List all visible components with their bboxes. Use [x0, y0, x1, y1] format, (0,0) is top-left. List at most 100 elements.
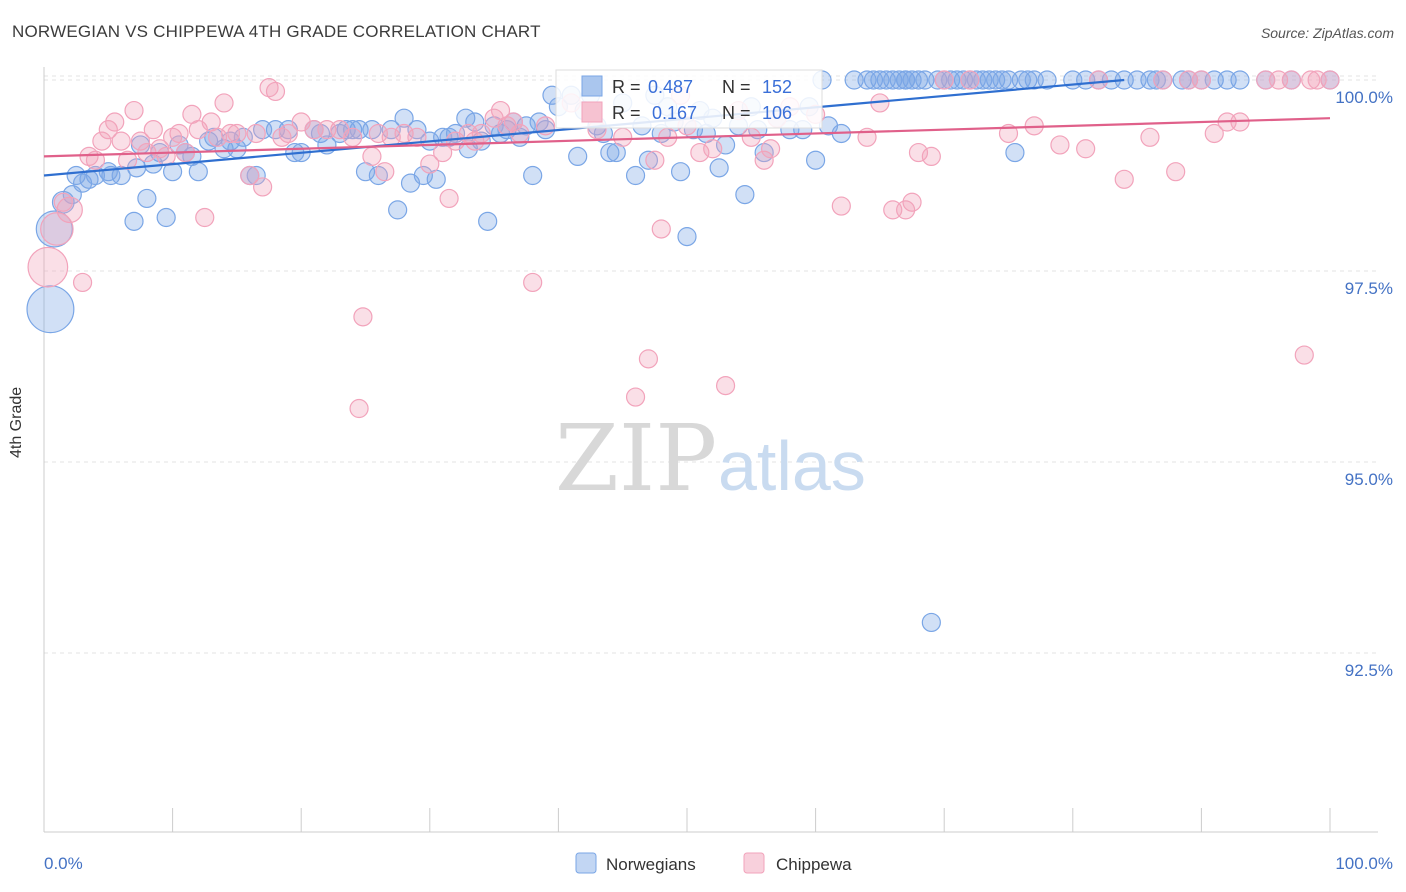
- legend-swatch-chippewa: [743, 852, 765, 874]
- data-point-norwegians: [600, 142, 620, 163]
- data-point-norwegians: [407, 120, 427, 140]
- data-point-chippewa: [1050, 135, 1070, 155]
- data-point-chippewa: [220, 123, 241, 144]
- data-points: [26, 70, 1340, 633]
- data-point-chippewa: [111, 131, 131, 151]
- trend-line-chippewa: [43, 117, 1331, 158]
- data-point-chippewa: [1307, 70, 1327, 90]
- data-point-chippewa: [638, 349, 659, 369]
- stats-n-label-norwegians: N =: [722, 77, 751, 97]
- data-point-norwegians: [35, 210, 73, 248]
- axes: [43, 67, 1378, 833]
- data-point-chippewa: [934, 70, 954, 90]
- y-tick-label: 92.5%: [1345, 661, 1393, 680]
- data-point-norwegians: [941, 70, 961, 90]
- data-point-norwegians: [735, 185, 755, 205]
- data-point-chippewa: [902, 192, 922, 212]
- data-point-chippewa: [1088, 70, 1109, 90]
- data-point-chippewa: [353, 307, 373, 327]
- data-point-chippewa: [169, 123, 189, 144]
- data-point-chippewa: [117, 150, 138, 170]
- data-point-norwegians: [66, 165, 86, 186]
- data-point-norwegians: [670, 162, 691, 182]
- data-point-norwegians: [921, 612, 941, 633]
- data-point-chippewa: [690, 142, 710, 163]
- data-point-chippewa: [831, 196, 851, 216]
- stats-swatch-norwegians: [581, 75, 603, 97]
- data-point-chippewa: [56, 196, 83, 224]
- data-point-chippewa: [343, 127, 363, 147]
- data-point-chippewa: [420, 154, 440, 174]
- data-point-norwegians: [625, 165, 646, 186]
- data-point-chippewa: [240, 165, 260, 186]
- watermark-atlas: atlas: [718, 427, 866, 505]
- data-point-norwegians: [992, 70, 1012, 90]
- data-point-chippewa: [362, 146, 382, 166]
- x-tick-label-right: 100.0%: [1335, 854, 1393, 873]
- data-point-chippewa: [908, 142, 929, 163]
- data-point-chippewa: [471, 123, 491, 144]
- data-point-chippewa: [105, 112, 125, 132]
- data-point-norwegians: [124, 211, 144, 231]
- stats-r-chippewa: 0.167: [652, 103, 697, 123]
- data-point-chippewa: [214, 93, 234, 113]
- data-point-chippewa: [265, 81, 286, 102]
- data-point-chippewa: [253, 177, 273, 197]
- data-point-norwegians: [638, 150, 659, 170]
- data-point-chippewa: [613, 127, 633, 147]
- data-point-norwegians: [381, 120, 401, 140]
- tick-labels: 100.0% 97.5% 95.0% 92.5% 0.0% 100.0%: [44, 88, 1393, 873]
- stats-n-chippewa: 106: [762, 103, 792, 123]
- data-point-chippewa: [195, 207, 215, 228]
- legend-swatch-norwegians: [575, 852, 597, 874]
- data-point-norwegians: [246, 165, 266, 186]
- data-point-chippewa: [98, 120, 118, 140]
- series-norwegians: [26, 70, 1340, 633]
- data-point-norwegians: [677, 227, 697, 247]
- data-point-chippewa: [439, 188, 459, 209]
- data-point-norwegians: [1005, 142, 1025, 163]
- data-point-norwegians: [709, 158, 729, 178]
- data-point-norwegians: [1146, 70, 1166, 90]
- data-point-chippewa: [896, 200, 916, 220]
- stats-box: R = 0.487 N = 152 R = 0.167 N = 106: [555, 69, 823, 129]
- data-point-chippewa: [124, 100, 144, 121]
- stats-r-label-chippewa: R =: [612, 103, 641, 123]
- data-point-norwegians: [413, 165, 433, 186]
- data-point-chippewa: [1140, 127, 1160, 147]
- data-point-chippewa: [1204, 123, 1224, 144]
- data-point-norwegians: [394, 108, 414, 128]
- y-tick-label: 97.5%: [1345, 279, 1393, 298]
- data-point-norwegians: [137, 188, 157, 209]
- data-point-chippewa: [368, 123, 388, 144]
- legend: Norwegians Chippewa: [575, 852, 852, 874]
- data-point-norwegians: [465, 112, 485, 132]
- y-tick-label: 100.0%: [1335, 88, 1393, 107]
- stats-r-norwegians: 0.487: [648, 77, 693, 97]
- data-point-norwegians: [805, 150, 826, 170]
- data-point-chippewa: [625, 387, 646, 407]
- data-point-norwegians: [156, 207, 176, 228]
- data-point-norwegians: [523, 165, 543, 186]
- data-point-norwegians: [876, 70, 896, 90]
- data-point-chippewa: [1191, 70, 1212, 90]
- data-point-chippewa: [503, 112, 523, 132]
- data-point-chippewa: [278, 123, 298, 144]
- data-point-chippewa: [246, 123, 266, 144]
- data-point-norwegians: [516, 116, 536, 136]
- x-tick-label-left: 0.0%: [44, 854, 83, 873]
- data-point-chippewa: [715, 376, 736, 396]
- data-point-chippewa: [92, 131, 112, 151]
- data-point-norwegians: [1127, 70, 1147, 90]
- data-point-chippewa: [375, 162, 395, 182]
- chart-source: Source: ZipAtlas.com: [1260, 25, 1394, 41]
- y-tick-label: 95.0%: [1345, 470, 1393, 489]
- data-point-chippewa: [130, 131, 151, 151]
- legend-label-chippewa: Chippewa: [776, 855, 852, 874]
- data-point-chippewa: [27, 246, 69, 288]
- data-point-chippewa: [1153, 70, 1173, 90]
- data-point-norwegians: [26, 285, 75, 334]
- data-point-chippewa: [72, 272, 93, 293]
- stats-n-label-chippewa: N =: [722, 103, 751, 123]
